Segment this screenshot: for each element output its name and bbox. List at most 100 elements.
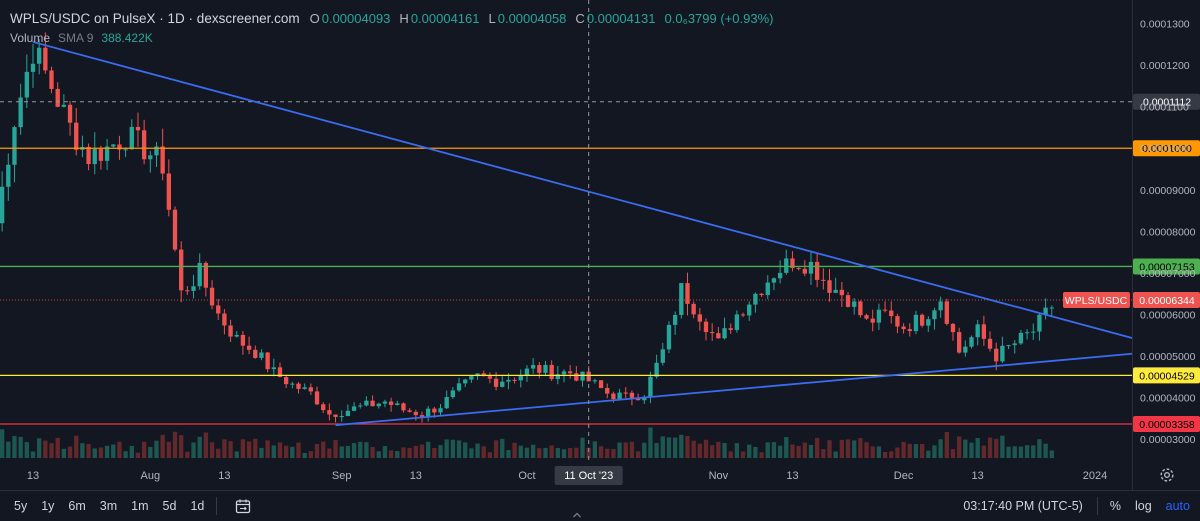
candle-body xyxy=(845,295,851,307)
volume-sma-label: SMA 9 xyxy=(58,31,94,45)
high-value: 0.00004161 xyxy=(410,10,480,26)
volume-bar xyxy=(598,446,604,458)
level-price-tag xyxy=(1133,258,1200,275)
level-price-label: 0.00004529 xyxy=(1139,370,1195,382)
candle-body xyxy=(611,393,616,400)
candle-body xyxy=(493,378,499,387)
volume-bar xyxy=(654,442,659,458)
volume-bar xyxy=(642,442,647,458)
open-value: 0.00004093 xyxy=(321,10,391,26)
trendline xyxy=(32,41,1133,339)
volume-bar xyxy=(185,451,190,458)
candle-body xyxy=(814,261,820,280)
timeframe-6m[interactable]: 6m xyxy=(68,499,86,513)
candle-body xyxy=(426,408,431,417)
volume-bar xyxy=(691,440,696,458)
candle-body xyxy=(234,334,239,337)
candle-body xyxy=(506,379,511,382)
clock[interactable]: 03:17:40 PM (UTC-5) xyxy=(963,499,1083,513)
level-price-label: 0.0001000 xyxy=(1142,143,1192,155)
candle-body xyxy=(543,364,548,373)
candle-body xyxy=(86,146,91,165)
volume-bar xyxy=(938,439,943,458)
calendar-range-icon[interactable] xyxy=(235,498,251,514)
high-label: H xyxy=(399,10,409,26)
candle-body xyxy=(821,279,826,281)
y-tick-label: 0.0001000 xyxy=(1140,143,1190,155)
toolbar-divider xyxy=(216,497,218,515)
candle-body xyxy=(605,388,610,394)
y-tick-label: 0.00006000 xyxy=(1140,309,1196,321)
candle-body xyxy=(364,400,369,406)
volume-bar xyxy=(753,446,758,458)
volume-bar xyxy=(216,448,221,458)
x-tick-label: Sep xyxy=(332,470,352,482)
candle-body xyxy=(561,371,567,375)
candle-body xyxy=(438,408,443,413)
volume-legend[interactable]: Volume SMA 9 388.422K xyxy=(10,31,153,45)
volume-bar xyxy=(160,434,165,458)
candle-body xyxy=(92,148,97,165)
volume-bar xyxy=(635,451,641,458)
candle-body xyxy=(172,209,178,250)
candle-body xyxy=(697,314,702,322)
volume-bar xyxy=(747,444,752,458)
volume-bar xyxy=(679,434,684,458)
candle-body xyxy=(642,397,647,401)
candle-body xyxy=(314,391,320,405)
candle-body xyxy=(123,149,128,151)
price-chart[interactable]: 0.0001000 0.00007153 0.00004529 0.00003358 0… xyxy=(0,0,1200,490)
candle-body xyxy=(747,304,752,316)
volume-bar xyxy=(882,451,888,458)
volume-bar xyxy=(6,441,11,458)
volume-bar xyxy=(530,444,536,458)
gear-icon[interactable] xyxy=(1158,466,1176,484)
candle-body xyxy=(672,314,678,325)
symbol-title[interactable]: WPLS/USDC on PulseX · 1D · dexscreener.c… xyxy=(10,10,300,26)
auto-scale-toggle[interactable]: auto xyxy=(1165,499,1190,513)
volume-bar xyxy=(759,452,764,458)
candle-body xyxy=(833,289,838,293)
volume-bar xyxy=(796,446,801,458)
log-toggle[interactable]: log xyxy=(1134,499,1152,513)
timeframe-1d[interactable]: 1d xyxy=(190,499,205,513)
candle-body xyxy=(1006,345,1011,347)
volume-bar xyxy=(388,450,394,458)
chevron-up-icon[interactable] xyxy=(572,511,582,519)
volume-bar xyxy=(876,446,882,458)
timeframe-1y[interactable]: 1y xyxy=(41,499,55,513)
percent-toggle[interactable]: % xyxy=(1109,499,1121,513)
timeframe-1m[interactable]: 1m xyxy=(131,499,149,513)
volume-bar xyxy=(55,437,60,458)
volume-bar xyxy=(197,436,202,458)
candle-body xyxy=(753,293,758,305)
volume-bar xyxy=(666,437,672,458)
volume-bar xyxy=(994,438,999,458)
candle-body xyxy=(141,130,147,160)
candle-body xyxy=(259,352,264,358)
candle-body xyxy=(895,316,900,327)
volume-bar xyxy=(648,427,653,458)
volume-bar xyxy=(0,429,5,458)
volume-bar xyxy=(469,448,474,458)
trendline xyxy=(335,352,1133,427)
candle-body xyxy=(1043,307,1048,315)
volume-bar xyxy=(740,451,746,458)
timeframe-5d[interactable]: 5d xyxy=(162,499,177,513)
candle-body xyxy=(277,367,283,377)
volume-bar xyxy=(129,446,134,458)
timeframe-5y[interactable]: 5y xyxy=(14,499,28,513)
candle-body xyxy=(500,381,505,387)
timeframe-3m[interactable]: 3m xyxy=(99,499,118,513)
candle-body xyxy=(129,126,134,150)
volume-bar xyxy=(506,450,511,458)
volume-bar xyxy=(944,432,949,458)
volume-bar xyxy=(222,439,227,458)
candle-body xyxy=(30,63,36,72)
volume-bar xyxy=(777,445,783,458)
volume-bar xyxy=(327,448,332,458)
volume-bar xyxy=(543,447,548,458)
candle-body xyxy=(568,371,573,374)
candle-body xyxy=(592,380,598,382)
candle-body xyxy=(963,346,968,353)
